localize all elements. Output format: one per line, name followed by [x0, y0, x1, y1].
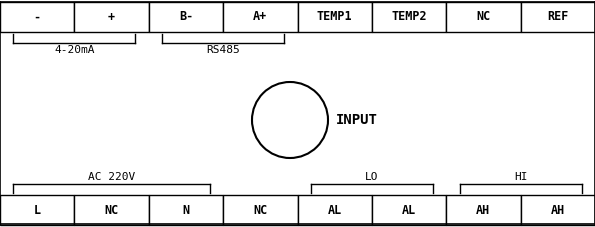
- Text: NC: NC: [477, 10, 490, 24]
- Text: LO: LO: [365, 172, 378, 182]
- Text: B-: B-: [179, 10, 193, 24]
- Bar: [149, 2, 223, 32]
- Text: A+: A+: [253, 10, 267, 24]
- Text: 4-20mA: 4-20mA: [54, 45, 95, 55]
- Bar: [149, 195, 223, 225]
- Text: INPUT: INPUT: [336, 113, 378, 127]
- Text: +: +: [108, 10, 115, 24]
- Text: REF: REF: [547, 10, 568, 24]
- Bar: [372, 195, 446, 225]
- Bar: [223, 2, 298, 32]
- Bar: [74, 2, 149, 32]
- Text: NC: NC: [105, 203, 118, 217]
- Text: AL: AL: [328, 203, 342, 217]
- Bar: [0, 195, 74, 225]
- Bar: [298, 2, 372, 32]
- Bar: [298, 195, 372, 225]
- Bar: [521, 195, 595, 225]
- Text: HI: HI: [514, 172, 527, 182]
- Text: -: -: [34, 10, 40, 24]
- Text: AC 220V: AC 220V: [88, 172, 135, 182]
- Text: AH: AH: [551, 203, 565, 217]
- Circle shape: [252, 82, 328, 158]
- Bar: [74, 195, 149, 225]
- Text: TEMP2: TEMP2: [392, 10, 427, 24]
- Text: TEMP1: TEMP1: [317, 10, 352, 24]
- Bar: [446, 2, 521, 32]
- Text: L: L: [34, 203, 40, 217]
- Text: N: N: [183, 203, 189, 217]
- Text: AL: AL: [402, 203, 416, 217]
- Bar: [0, 2, 74, 32]
- Bar: [223, 195, 298, 225]
- Bar: [446, 195, 521, 225]
- Text: RS485: RS485: [206, 45, 240, 55]
- Bar: [372, 2, 446, 32]
- Text: NC: NC: [253, 203, 267, 217]
- Text: AH: AH: [477, 203, 490, 217]
- Bar: [521, 2, 595, 32]
